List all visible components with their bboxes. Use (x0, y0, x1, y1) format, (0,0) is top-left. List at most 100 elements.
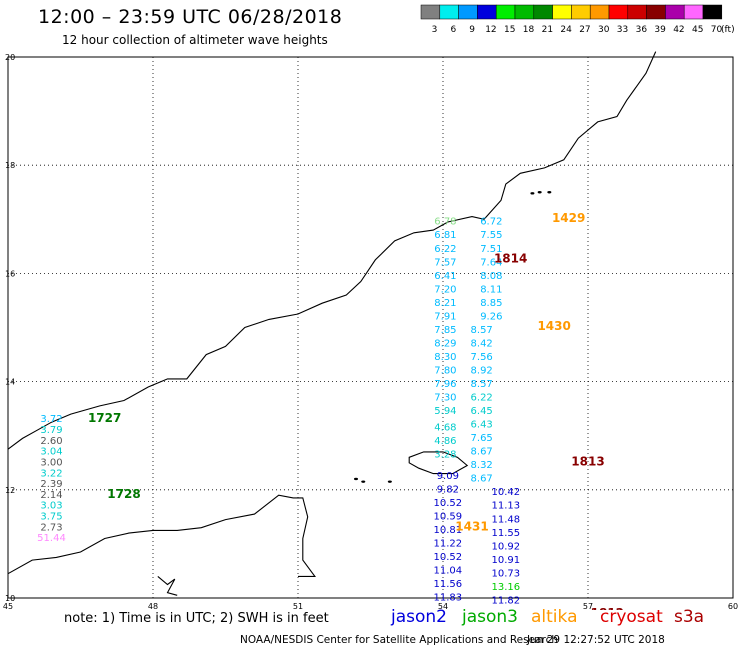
wave-height-value: 11.55 (492, 528, 521, 539)
coastline-arabia (7, 51, 657, 450)
scale-tick-33: 33 (617, 25, 628, 35)
lon-label-60: 60 (728, 602, 738, 610)
pass-label-1431: 1431 (455, 519, 488, 533)
map-title: 12:00 – 23:59 UTC 06/28/2018 (38, 6, 343, 28)
scale-tick-45: 45 (692, 25, 703, 35)
wave-height-value: 6.43 (471, 420, 493, 431)
satellite-jason2: jason2 (391, 607, 447, 627)
wave-height-value: 8.29 (434, 338, 456, 349)
satellite-altika: altika (531, 607, 578, 627)
scale-swatch-70 (702, 4, 723, 20)
wave-height-value: 9.09 (437, 471, 459, 482)
wave-height-value: 3.03 (40, 501, 62, 512)
wave-height-value: 51.44 (37, 533, 66, 544)
wave-height-value: 10.73 (492, 568, 521, 579)
lat-label-12: 12 (5, 486, 15, 495)
island-dot (530, 192, 535, 195)
island-dot (387, 480, 392, 483)
wave-height-value: 8.11 (480, 284, 502, 295)
footer-credit: NOAA/NESDIS Center for Satellite Applica… (240, 634, 558, 646)
color-scale-legend: 3 6 9 12 15 18 21 24 27 30 33 36 39 42 45 70(ft) (420, 4, 735, 35)
wave-height-value: 6.22 (434, 244, 456, 255)
wave-height-value: 3.28 (434, 449, 456, 460)
wave-height-value: 11.83 (434, 593, 463, 604)
wave-height-value: 8.92 (471, 365, 493, 376)
wave-height-value: 13.16 (492, 582, 521, 593)
coast-detail (157, 575, 178, 596)
wave-height-value: 8.08 (480, 271, 502, 282)
wave-height-value: 11.56 (434, 579, 463, 590)
wave-height-value: 10.52 (434, 552, 463, 563)
wave-height-value: 6.81 (434, 230, 456, 241)
pass-label-1814: 1814 (494, 252, 527, 266)
scale-tick-21: 21 (542, 25, 553, 35)
wave-height-value: 8.42 (471, 338, 493, 349)
scale-tick-39: 39 (654, 25, 666, 35)
scale-unit: (ft) (721, 25, 735, 35)
lon-label-51: 51 (293, 602, 303, 610)
wave-height-value: 2.73 (40, 522, 62, 533)
scale-tick-30: 30 (598, 25, 610, 35)
lon-label-45: 45 (3, 602, 13, 610)
wave-height-value: 7.56 (471, 352, 493, 363)
wave-height-value: 8.57 (471, 325, 493, 336)
wave-height-value: 8.30 (434, 352, 456, 363)
lat-label-18: 18 (5, 161, 15, 170)
scale-tick-24: 24 (560, 25, 572, 35)
wave-height-value: 11.82 (492, 595, 521, 606)
scale-tick-15: 15 (504, 25, 515, 35)
map-frame (7, 56, 734, 599)
wave-height-value: 2.14 (40, 490, 62, 501)
scale-tick-42: 42 (673, 25, 684, 35)
wave-height-map: 45 48 51 54 57 60 20 18 16 14 12 10 3.723.792.603.04… (3, 51, 738, 610)
wave-height-value: 6.45 (471, 406, 493, 417)
scale-tick-9: 9 (469, 25, 475, 35)
wave-height-value: 8.67 (471, 447, 493, 458)
scale-tick-12: 12 (485, 25, 496, 35)
wave-height-value: 7.51 (480, 244, 502, 255)
wave-height-value: 9.82 (437, 485, 459, 496)
pass-label-1728: 1728 (107, 487, 140, 501)
wave-height-value: 11.13 (492, 501, 521, 512)
wave-height-value: 7.91 (434, 311, 456, 322)
island-socotra (408, 451, 469, 475)
island-dot (537, 191, 542, 194)
wave-height-value: 11.22 (434, 539, 463, 550)
wave-height-value: 10.42 (492, 487, 521, 498)
wave-height-value: 7.30 (434, 393, 456, 404)
wave-height-value: 3.04 (40, 447, 62, 458)
coastline-somalia (7, 494, 316, 577)
lat-label-10: 10 (5, 594, 15, 603)
wave-height-value: 3.22 (40, 468, 62, 479)
scale-tick-70: 70 (711, 25, 723, 35)
wave-height-value: 8.67 (471, 474, 493, 485)
wave-height-value: 7.20 (434, 284, 456, 295)
pass-label-1727: 1727 (88, 411, 121, 425)
wave-height-value: 6.72 (480, 217, 502, 228)
island-dot (354, 477, 358, 481)
satellite-jason3: jason3 (462, 607, 518, 627)
wave-height-value: 10.92 (492, 541, 521, 552)
wave-height-value: 7.80 (434, 365, 456, 376)
wave-height-value: 7.65 (471, 433, 493, 444)
wave-height-value: 8.32 (471, 460, 493, 471)
wave-height-value: 4.86 (434, 436, 456, 447)
wave-height-value: 3.72 (40, 414, 62, 425)
satellite-s3a: s3a (674, 607, 705, 627)
lat-label-20: 20 (5, 53, 15, 62)
scale-tick-36: 36 (636, 25, 648, 35)
lon-label-57: 57 (583, 602, 593, 610)
wave-height-value: 5.94 (434, 406, 456, 417)
pass-label-1430: 1430 (537, 319, 570, 333)
scale-tick-27: 27 (579, 25, 590, 35)
map-subtitle: 12 hour collection of altimeter wave hei… (62, 33, 328, 47)
wave-height-value: 8.57 (471, 379, 493, 390)
lon-label-54: 54 (438, 602, 448, 610)
footer-timestamp: Jun 29 12:27:52 UTC 2018 (527, 634, 665, 646)
wave-height-value: 7.55 (480, 230, 502, 241)
wave-height-value: 3.79 (40, 425, 62, 436)
wave-height-value: 2.60 (40, 436, 62, 447)
scale-tick-6: 6 (450, 25, 456, 35)
scale-tick-18: 18 (523, 25, 535, 35)
wave-height-value: 11.04 (434, 566, 463, 577)
